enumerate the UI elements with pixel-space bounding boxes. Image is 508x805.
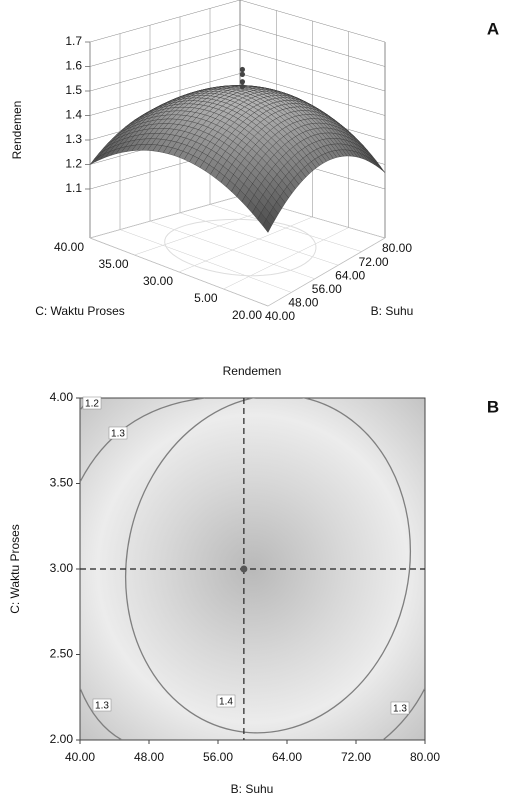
x-tick-label: 40.00 [265, 309, 295, 323]
contour-line [80, 687, 123, 740]
y-tick-label: 3.50 [50, 476, 74, 490]
z-tick-label: 1.6 [65, 59, 82, 73]
grid-line [89, 195, 241, 239]
contour-line [80, 398, 206, 483]
grid-line [134, 206, 277, 256]
contour-label-box [82, 396, 102, 410]
contour-label: 1.3 [95, 701, 109, 712]
panel-label: B [487, 397, 499, 416]
grid-line [267, 237, 386, 307]
y-axis-title: C: Waktu Proses [8, 524, 22, 614]
z-tick-label: 1.3 [65, 132, 82, 146]
y-tick-label: 2.50 [50, 647, 74, 661]
grid-line [223, 227, 349, 290]
contour-label-box [108, 426, 128, 440]
grid-line [89, 48, 241, 92]
contour-label-box [216, 694, 236, 708]
y-tick-label: 2.00 [50, 732, 74, 746]
grid-line [178, 216, 313, 273]
x-tick-label: 80.00 [410, 750, 440, 764]
grid-line [89, 24, 241, 67]
x-tick-label: 56.00 [203, 750, 233, 764]
contour-line [382, 687, 425, 740]
panel-label: A [487, 19, 499, 38]
design-point [239, 84, 246, 90]
z-axis-title: Rendemen [10, 101, 24, 160]
surface-cell [262, 219, 272, 233]
contour-plot: 1.2 1.3 1.3 1.3 1.4 40.00 48.00 56.00 64.00 72.00… [50, 390, 441, 764]
optimum-point [240, 565, 248, 573]
surface-plot: 1.11.21.31.41.51.61.740.0048.0056.0064.0… [54, 0, 412, 323]
contour-label-box [390, 701, 410, 715]
x-tick-label: 48.00 [134, 750, 164, 764]
x-axis-title: B: Suhu [231, 782, 274, 796]
design-point [239, 79, 246, 85]
z-tick-label: 1.7 [65, 34, 82, 48]
floor-contour [164, 218, 317, 277]
x-tick-label: 72.00 [359, 255, 389, 269]
grid-line [89, 73, 241, 116]
z-tick-label: 1.2 [65, 157, 82, 171]
y-tick-label: 20.00 [232, 308, 262, 322]
contour-label: 1.3 [111, 429, 125, 440]
y-tick-label: 4.00 [50, 390, 74, 404]
z-tick-label: 1.5 [65, 83, 82, 97]
x-tick-label: 72.00 [341, 750, 371, 764]
x-tick-label: 48.00 [288, 296, 318, 310]
contour-label: 1.2 [85, 399, 99, 410]
y-tick-label: 5.00 [194, 291, 218, 305]
y-tick-label: 30.00 [143, 274, 173, 288]
z-tick-label: 1.4 [65, 108, 82, 122]
y-tick-label: 40.00 [54, 240, 84, 254]
y-axis-title: C: Waktu Proses [35, 304, 125, 318]
contour-line [124, 398, 412, 734]
x-tick-label: 64.00 [272, 750, 302, 764]
x-tick-label: 80.00 [382, 241, 412, 255]
contour-label: 1.4 [219, 697, 233, 708]
contour-label: 1.3 [393, 704, 407, 715]
contour-label-box [92, 698, 112, 712]
x-tick-label: 40.00 [65, 750, 95, 764]
y-tick-label: 3.00 [50, 561, 74, 575]
design-point [239, 66, 246, 73]
grid-line [89, 0, 241, 43]
x-tick-label: 56.00 [312, 282, 342, 296]
x-tick-label: 64.00 [335, 268, 365, 282]
design-point [239, 71, 246, 77]
y-tick-label: 35.00 [98, 257, 128, 271]
chart-title: Rendemen [223, 364, 282, 378]
z-tick-label: 1.1 [65, 181, 82, 195]
x-axis-title: B: Suhu [371, 304, 414, 318]
